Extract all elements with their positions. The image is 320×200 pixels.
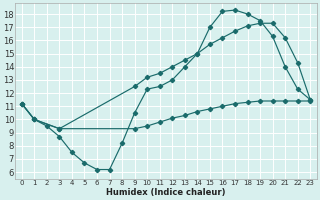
X-axis label: Humidex (Indice chaleur): Humidex (Indice chaleur) xyxy=(106,188,226,197)
